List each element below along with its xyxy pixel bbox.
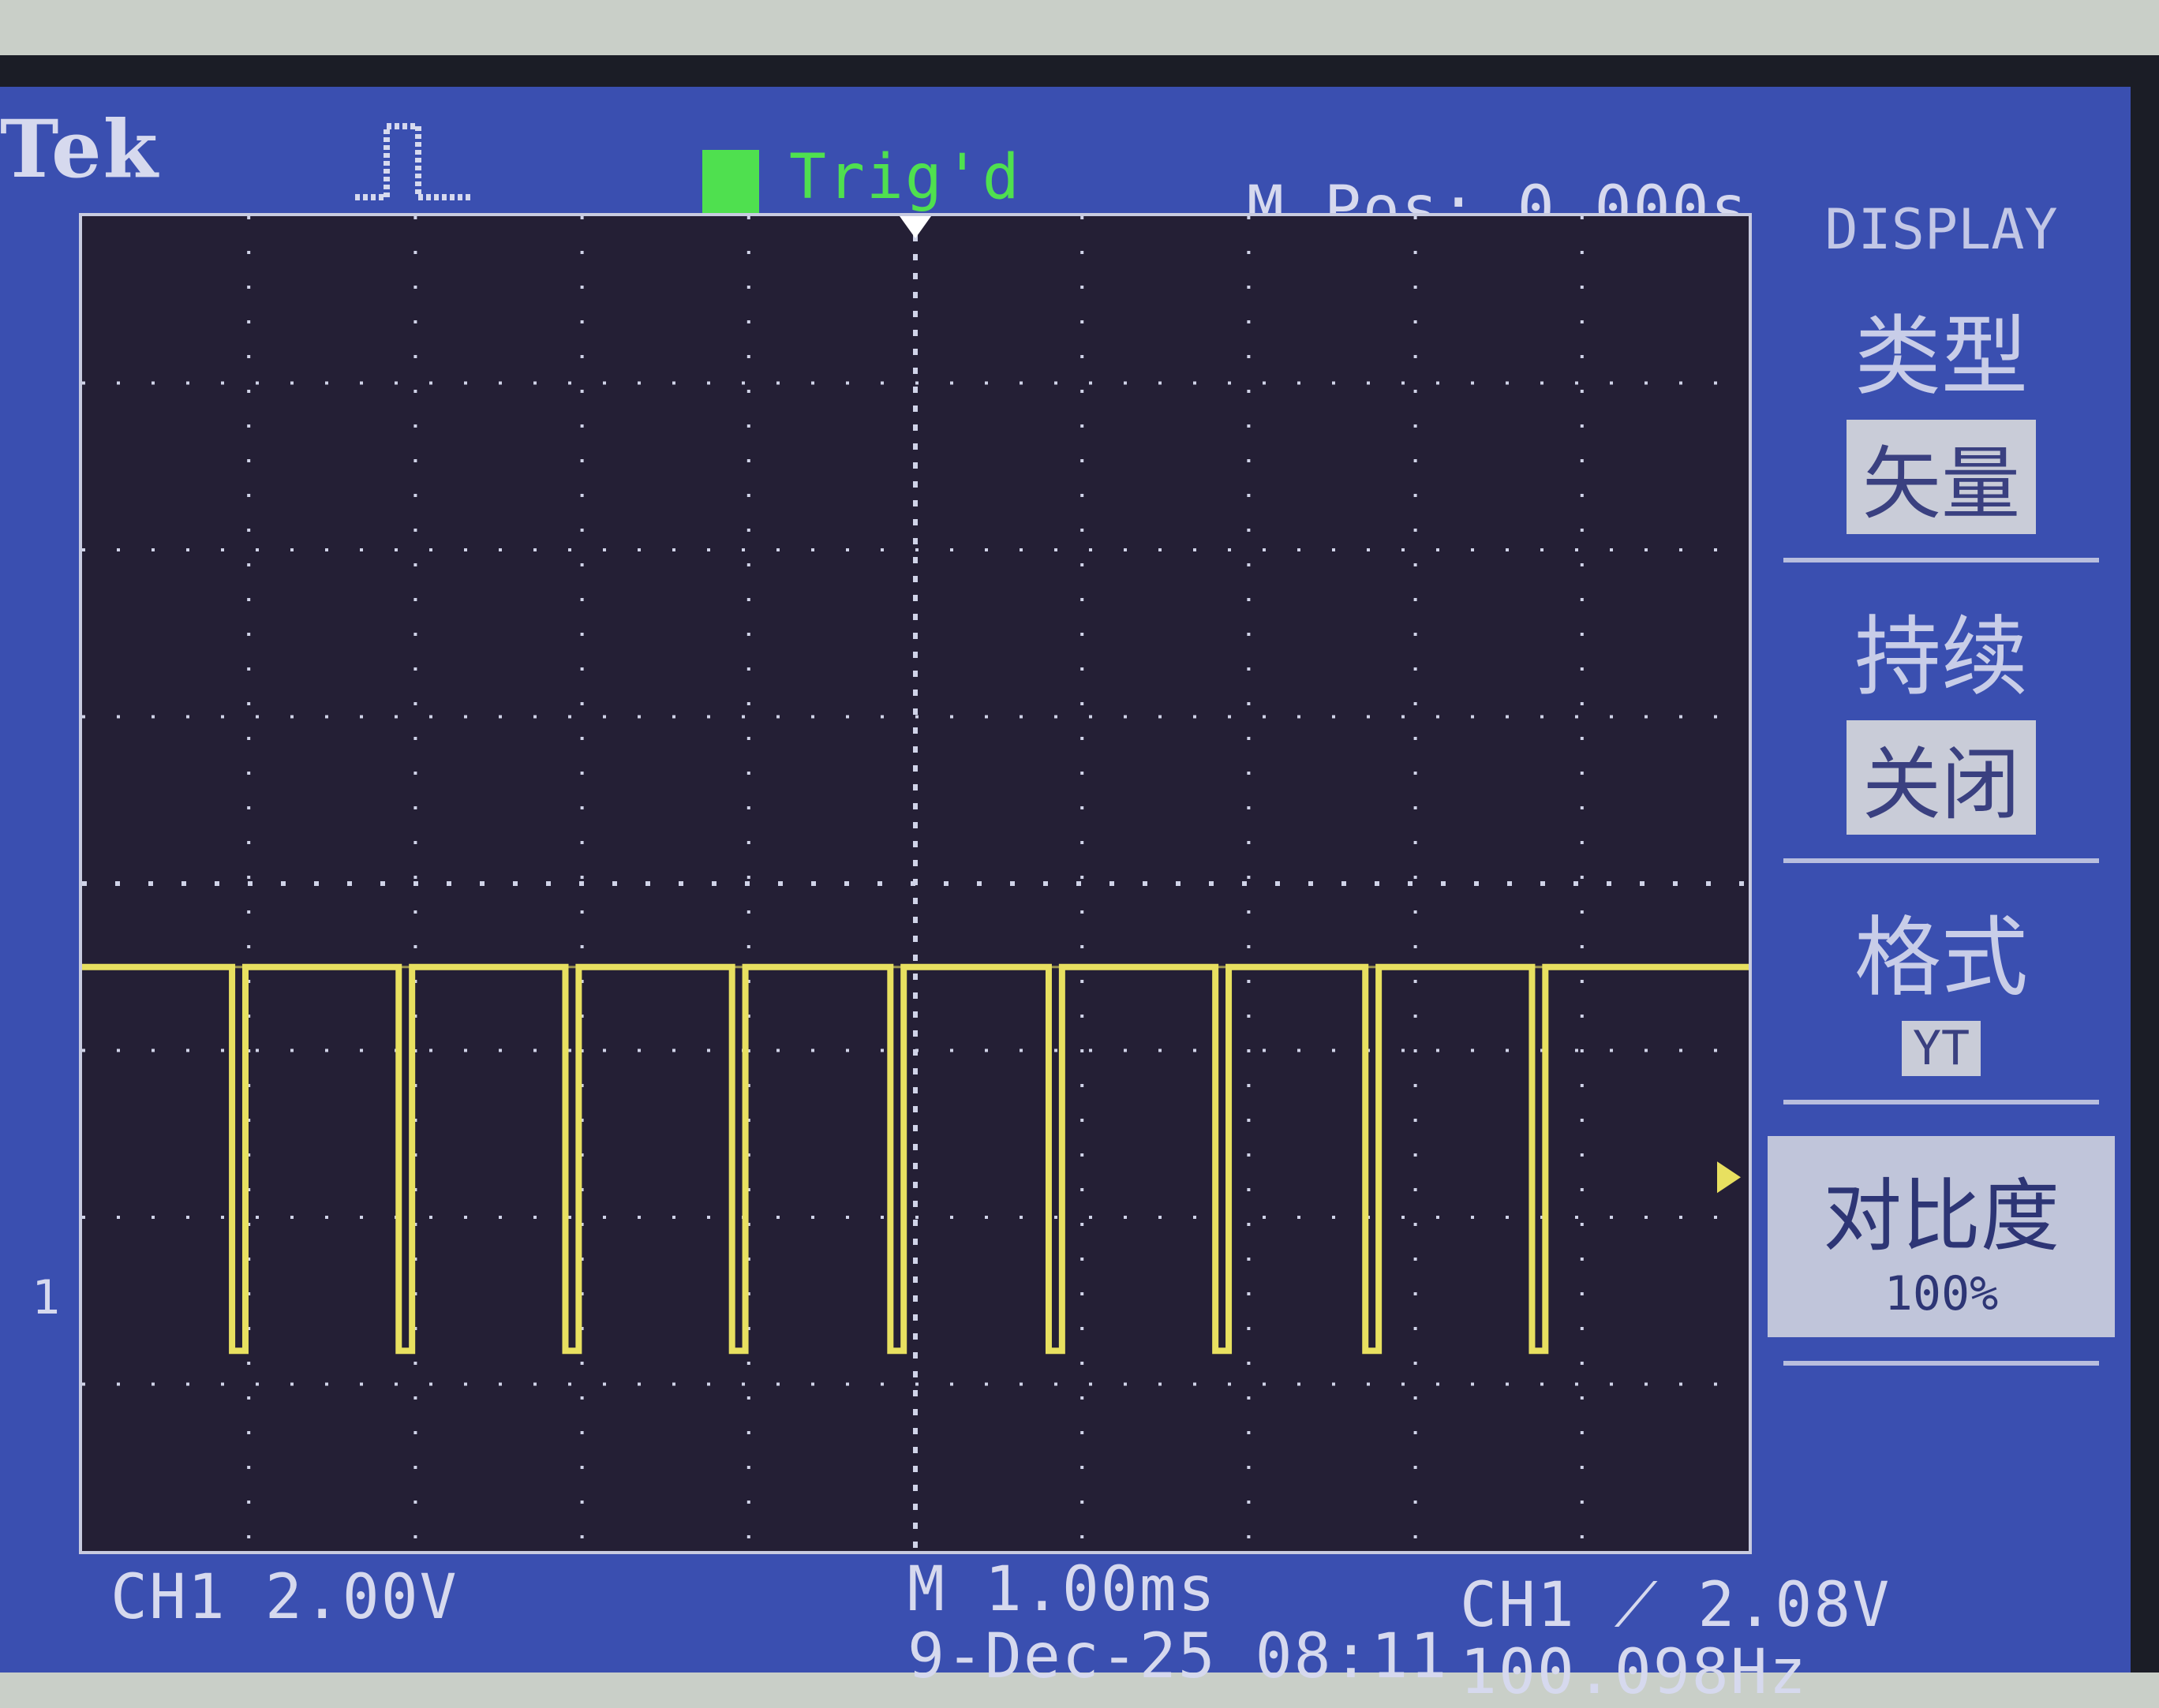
pulse	[230, 966, 247, 1352]
divider	[1783, 1100, 2099, 1104]
pulse	[397, 966, 413, 1352]
divider	[1783, 858, 2099, 863]
pulse	[1364, 966, 1380, 1352]
menu-item-type[interactable]: 类型 矢量	[1768, 286, 2115, 534]
datetime: 9-Dec-25 08:11	[907, 1621, 1449, 1692]
ch1-trace	[82, 963, 1749, 1355]
pulse	[1047, 966, 1064, 1352]
divider	[1783, 1361, 2099, 1366]
graticule	[79, 213, 1752, 1554]
divider	[1783, 558, 2099, 562]
menu-title: DISPLAY	[1824, 197, 2058, 262]
menu-item-value: 关闭	[1847, 720, 2036, 835]
display-menu: DISPLAY 类型 矢量 持续 关闭 格式 YT 对比度 100%	[1768, 197, 2115, 1459]
trigger-readout: CH1 ⟋ 2.08V	[1460, 1570, 1891, 1641]
trigger-status: Trig'd	[789, 142, 1021, 213]
menu-item-value: 100%	[1884, 1266, 1999, 1321]
menu-item-label: 持续	[1854, 607, 2028, 708]
ch1-scale: CH1 2.00V	[110, 1562, 458, 1633]
brand-logo: Tek	[0, 103, 159, 196]
trigger-level-marker	[1717, 1161, 1741, 1194]
menu-item-value: 矢量	[1847, 420, 2036, 534]
timebase: M 1.00ms	[907, 1554, 1217, 1625]
menu-item-label: 对比度	[1823, 1170, 2060, 1262]
pulse	[889, 966, 905, 1352]
menu-item-label: 类型	[1854, 306, 2028, 407]
menu-item-contrast[interactable]: 对比度 100%	[1768, 1136, 2115, 1337]
menu-item-label: 格式	[1854, 907, 2028, 1008]
waveform-plot	[82, 216, 1749, 1551]
pulse-run-icon	[355, 123, 473, 200]
oscilloscope-screen: Tek Trig'd M Pos: 0.000s 1 DISPLAY 类型 矢量…	[0, 87, 2131, 1708]
pulse	[1214, 966, 1230, 1352]
menu-item-persistence[interactable]: 持续 关闭	[1768, 586, 2115, 835]
menu-item-value: YT	[1902, 1021, 1981, 1076]
ch1-ground-marker: 1	[32, 1270, 62, 1325]
frequency-readout: 100.098Hz	[1460, 1637, 1808, 1708]
menu-item-format[interactable]: 格式 YT	[1768, 887, 2115, 1076]
pulse	[1530, 966, 1547, 1352]
trigger-position-marker	[900, 216, 931, 238]
pulse	[563, 966, 580, 1352]
pulse	[731, 966, 747, 1352]
